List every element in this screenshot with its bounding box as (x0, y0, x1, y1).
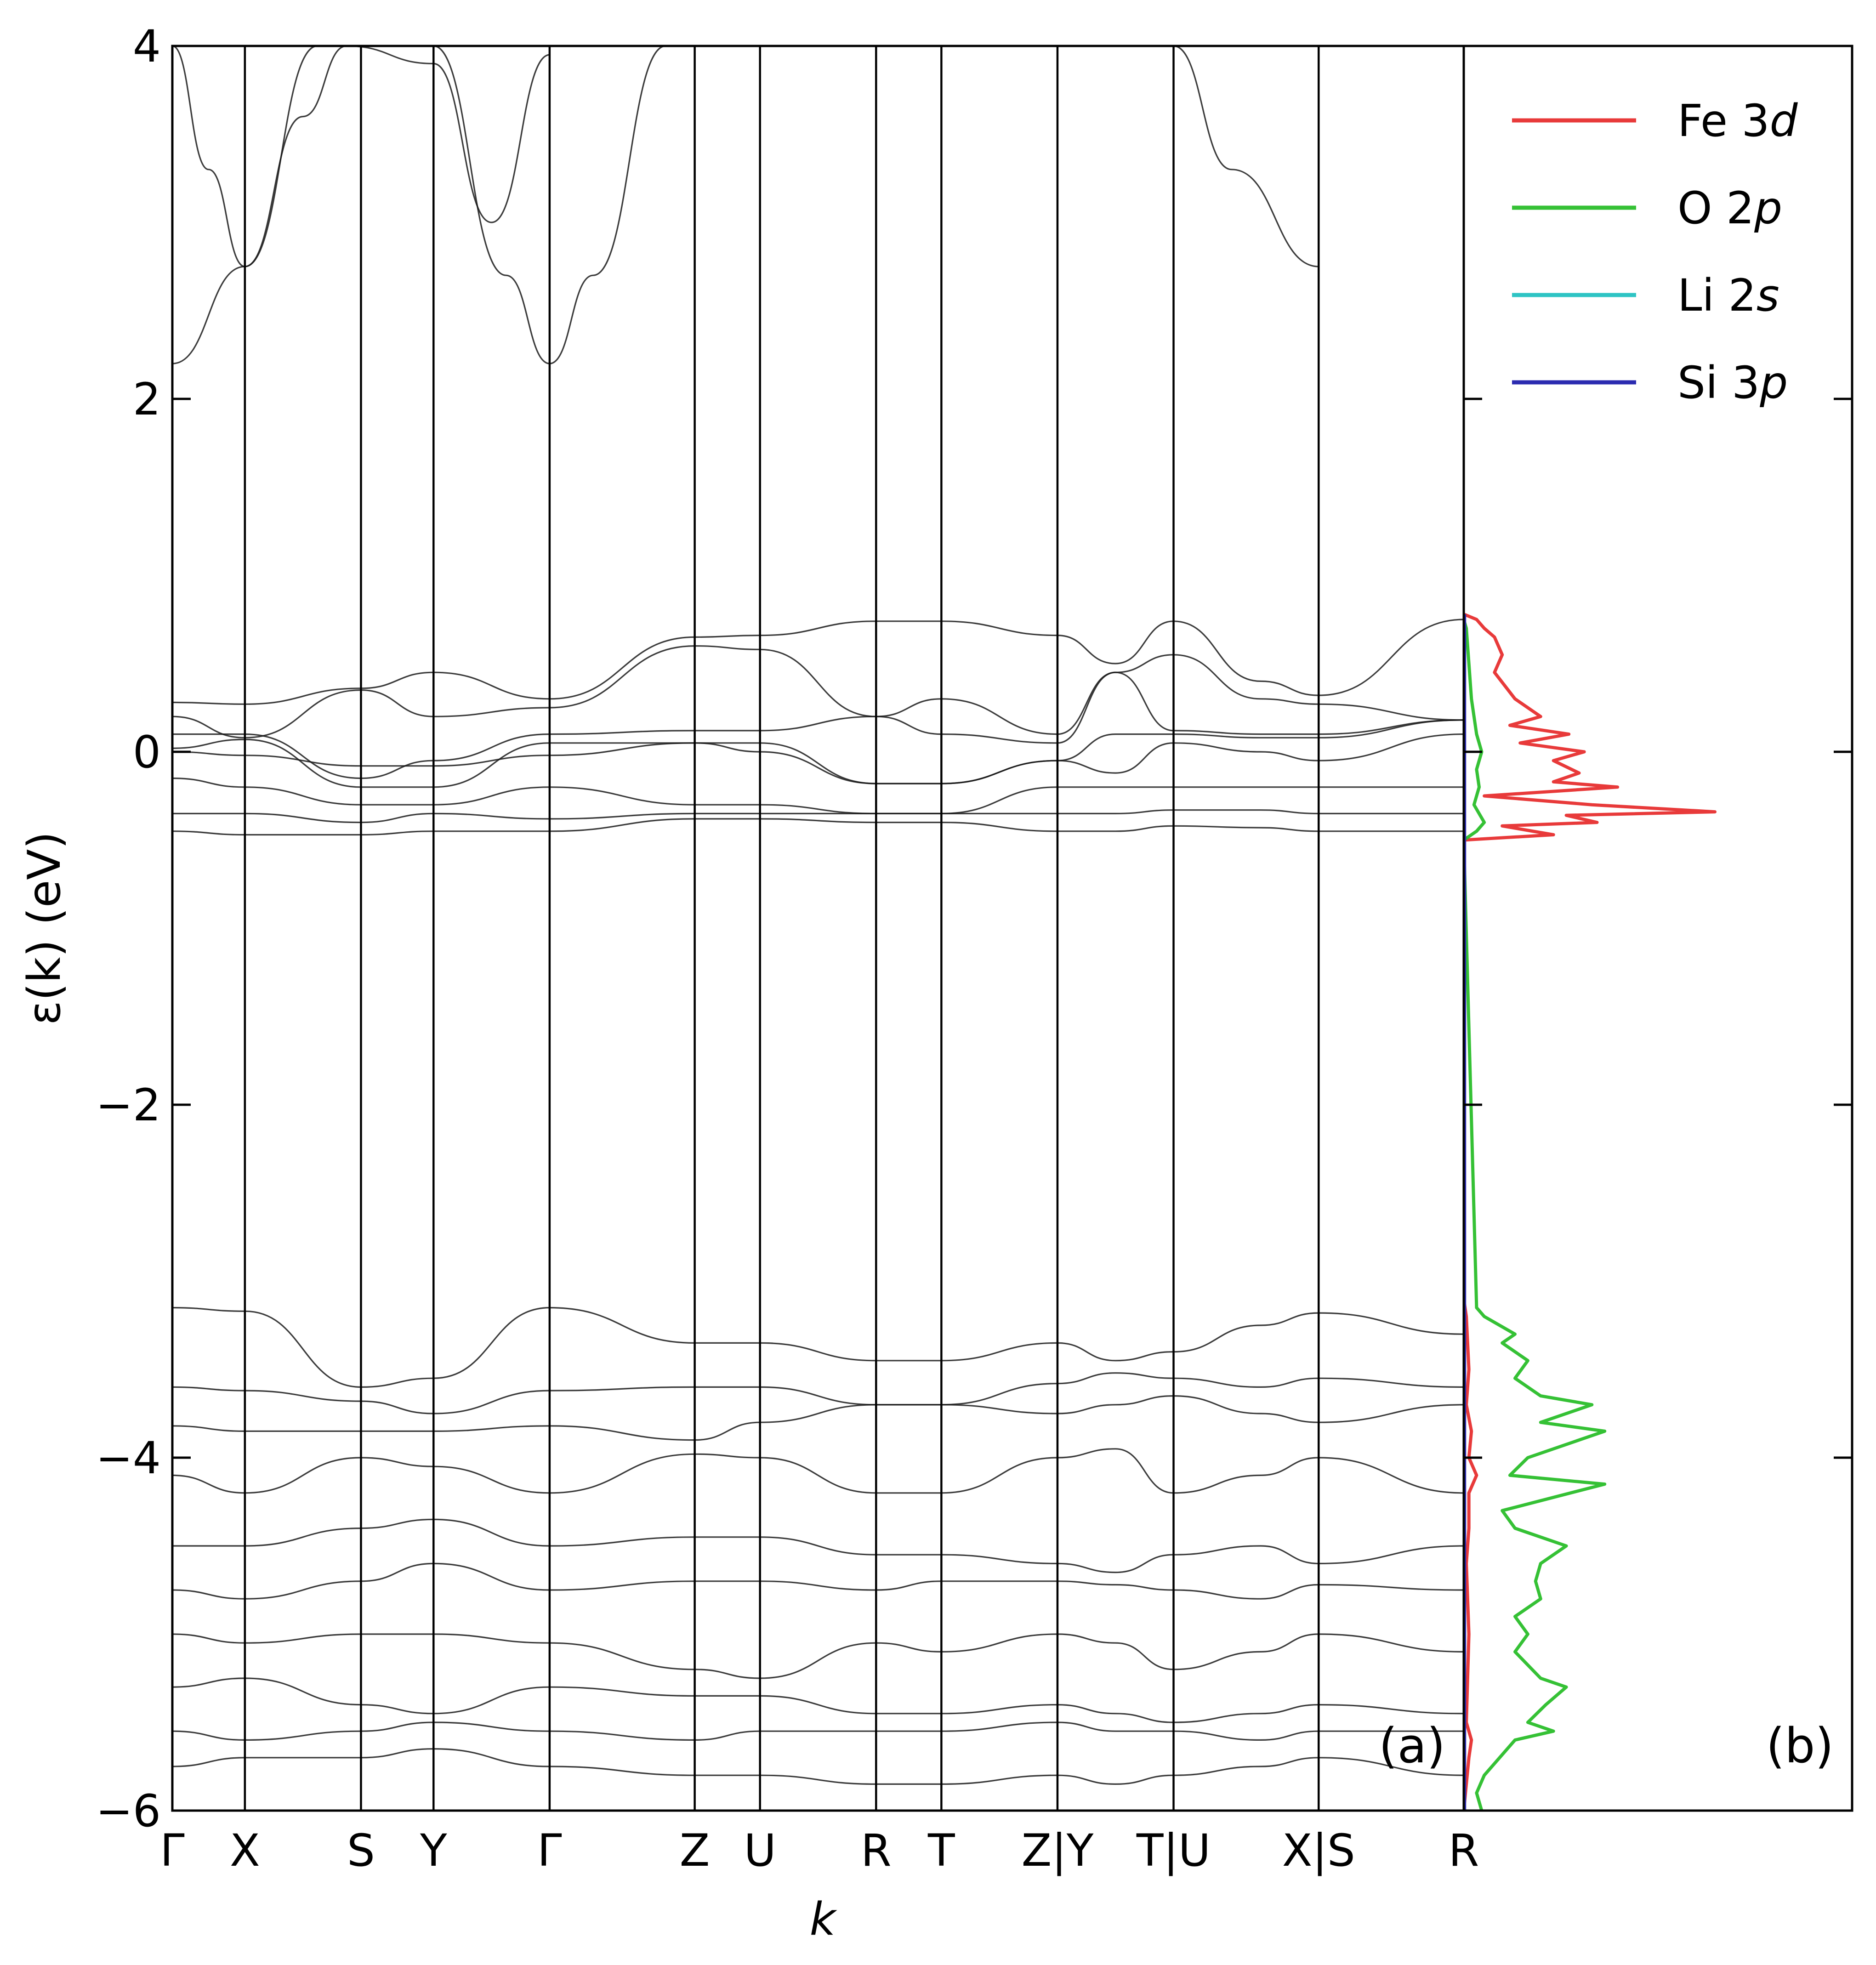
xtick-4: Γ (537, 1825, 562, 1876)
high-symmetry-lines (244, 46, 1465, 1811)
xtick-9: Z|Y (1022, 1825, 1094, 1877)
ytick-label-2: −2 (96, 1079, 161, 1131)
band-lines (172, 46, 1464, 1785)
legend-label-orbital-1: p (1754, 182, 1782, 234)
panel-b-label: (b) (1766, 1718, 1834, 1774)
xtick-5: Z (680, 1825, 710, 1876)
xtick-2: S (347, 1825, 375, 1876)
band-p1 (172, 1306, 1464, 1388)
legend-label-orbital-3: p (1759, 357, 1788, 409)
legend-label-3: Si 3p (1677, 357, 1788, 409)
band-d2 (172, 645, 1464, 738)
band-d4 (172, 719, 1464, 788)
x-axis-title: k (810, 1893, 837, 1946)
xtick-12: R (1449, 1825, 1479, 1876)
band-d8 (172, 818, 1464, 836)
dos-o-2p (1464, 619, 1607, 1811)
legend-label-orbital-0: d (1770, 95, 1798, 147)
dos-plot-frame (1462, 45, 1853, 1812)
dos-fe-3d (1464, 613, 1717, 1811)
ytick-label-1: −4 (96, 1432, 161, 1484)
legend-label-name-0: Fe 3 (1677, 95, 1770, 147)
ytick-label-5: 4 (133, 21, 161, 72)
ytick-label-0: −6 (96, 1785, 161, 1837)
band-d5 (172, 733, 1464, 784)
legend-label-0: Fe 3d (1677, 95, 1798, 147)
band-cb1 (172, 46, 1319, 364)
xtick-6: U (744, 1825, 776, 1876)
legend-label-name-1: O 2 (1677, 182, 1754, 234)
ytick-label-4: 2 (133, 374, 161, 425)
xtick-11: X|S (1282, 1825, 1355, 1877)
band-p7 (172, 1633, 1464, 1679)
band-p9 (172, 1721, 1464, 1741)
xtick-3: Y (420, 1825, 447, 1876)
legend-label-1: O 2p (1677, 182, 1782, 234)
legend-label-name-2: Li 2 (1677, 270, 1757, 321)
legend-label-orbital-2: s (1757, 270, 1779, 321)
y-axis-title: ε(k) (eV) (18, 831, 71, 1025)
band-p3 (172, 1395, 1464, 1441)
dos-y-ticks (1464, 45, 1852, 1812)
band-cb2 (172, 46, 550, 267)
band-d6 (172, 778, 1464, 815)
energy-y-axis: −6 −4 −2 0 2 4 (96, 21, 191, 1837)
panel-a-label: (a) (1379, 1718, 1445, 1774)
band-d1 (172, 619, 1464, 705)
xtick-10: T|U (1136, 1825, 1211, 1877)
legend-label-2: Li 2s (1677, 270, 1779, 321)
xtick-1: X (230, 1825, 260, 1876)
xtick-0: Γ (160, 1825, 184, 1876)
band-p2 (172, 1372, 1464, 1414)
xtick-7: R (861, 1825, 892, 1876)
xtick-8: T (927, 1825, 955, 1876)
band-p5 (172, 1518, 1464, 1573)
band-p6 (172, 1562, 1464, 1600)
band-p8 (172, 1677, 1464, 1723)
legend-label-name-3: Si 3 (1677, 357, 1760, 409)
band-p4 (172, 1448, 1464, 1494)
ytick-label-3: 0 (133, 727, 161, 778)
band-p10 (172, 1748, 1464, 1785)
band-d7 (172, 809, 1464, 823)
x-tick-labels: Γ X S Y Γ Z U R T Z|Y T|U X|S R (160, 1825, 1479, 1877)
